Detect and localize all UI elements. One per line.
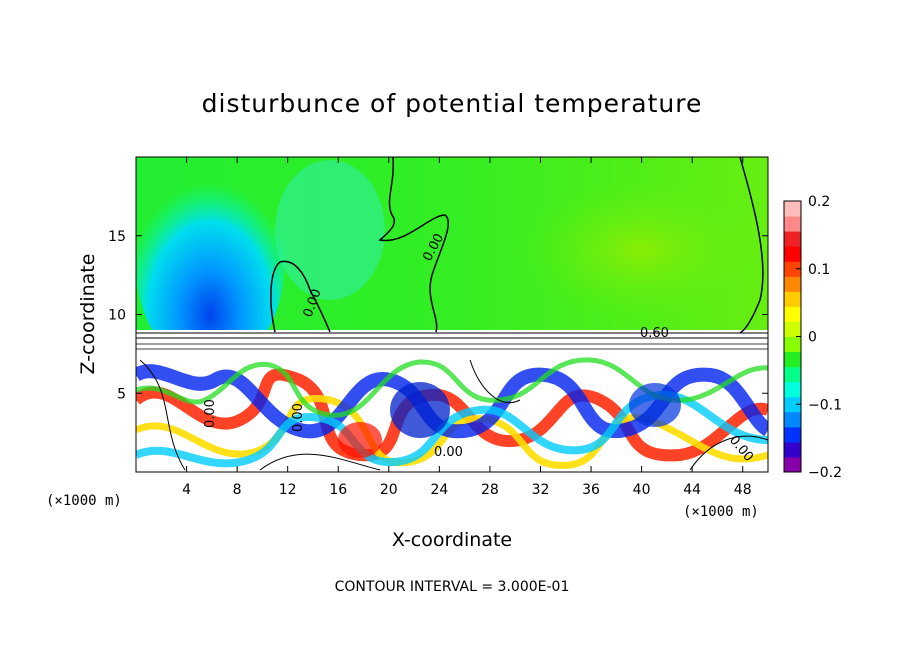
x-tick-label: 12: [279, 482, 297, 498]
colorbar-swatch: [784, 231, 801, 247]
eddy-core: [338, 422, 382, 458]
x-tick-label: 24: [430, 482, 448, 498]
x-tick-label: 8: [233, 482, 242, 498]
contour-line: [139, 359, 768, 471]
colorbar-swatch: [784, 441, 801, 458]
colorbar-swatch: [784, 276, 801, 292]
colorbar-tick-label: −0.1: [808, 397, 842, 413]
y-tick-label: 5: [117, 386, 126, 402]
contour-zero-line: [739, 157, 764, 334]
colorbar-swatch: [784, 456, 801, 473]
y-axis-label: Z-coordinate: [77, 254, 99, 375]
colorbar-swatch: [784, 291, 801, 307]
x-tick-label: 28: [481, 482, 499, 498]
y-axis-unit: (×1000 m): [46, 493, 122, 509]
eddy-core: [629, 383, 681, 427]
x-tick-label: 44: [683, 482, 701, 498]
x-axis-label: X-coordinate: [392, 529, 512, 551]
colorbar-swatch: [784, 306, 801, 322]
contour-label: 0.60: [640, 326, 669, 341]
warm-patch: [520, 180, 760, 320]
colorbar-swatch: [784, 426, 801, 443]
colorbar-swatch: [784, 336, 801, 353]
x-tick-label: 48: [734, 482, 752, 498]
colorbar-swatch: [784, 396, 801, 413]
colorbar: [783, 200, 802, 473]
contour-label: 0.00: [434, 445, 463, 460]
colorbar-swatch: [784, 201, 801, 217]
x-tick-label: 20: [380, 482, 398, 498]
colorbar-tick-label: −0.2: [808, 465, 842, 481]
y-axis-ticks: 5 10 15: [108, 229, 768, 402]
colorbar-swatch: [784, 351, 801, 368]
x-axis-ticks: 4 8 12 16 20 24 28 32 36 40 44 48: [182, 157, 752, 498]
colorbar-tick-label: 0.2: [808, 194, 830, 210]
contour-label: 0.00: [203, 399, 218, 428]
contour-interval-note: CONTOUR INTERVAL = 3.000E-01: [335, 579, 570, 595]
contour-zero-line: [378, 157, 450, 333]
x-tick-label: 32: [532, 482, 550, 498]
colorbar-swatch: [784, 411, 801, 428]
colorbar-ticks: 0.2 0.1 0 −0.1 −0.2: [796, 194, 842, 481]
chart-title: disturbunce of potential temperature: [202, 89, 703, 118]
colorbar-swatch: [784, 366, 801, 383]
x-tick-label: 16: [329, 482, 347, 498]
colorbar-swatch: [784, 261, 801, 277]
colorbar-swatch: [784, 381, 801, 398]
plot-area: [136, 157, 768, 472]
x-tick-label: 36: [582, 482, 600, 498]
colorbar-tick-label: 0.1: [808, 262, 830, 278]
cyan-patch: [275, 160, 385, 300]
x-tick-label: 40: [633, 482, 651, 498]
y-tick-label: 10: [108, 308, 126, 324]
y-tick-label: 15: [108, 229, 126, 245]
colorbar-swatch: [784, 216, 801, 232]
contour-label: 0.00: [291, 403, 306, 432]
contour-zero-line: [270, 260, 331, 333]
colorbar-swatch: [784, 246, 801, 262]
blue-column-anomaly: [136, 157, 285, 370]
inversion-band: [136, 330, 768, 352]
eddy-core: [390, 382, 450, 438]
x-tick-label: 4: [182, 482, 191, 498]
x-axis-unit: (×1000 m): [683, 504, 759, 520]
colorbar-swatch: [784, 321, 801, 337]
colorbar-tick-label: 0: [808, 330, 817, 346]
